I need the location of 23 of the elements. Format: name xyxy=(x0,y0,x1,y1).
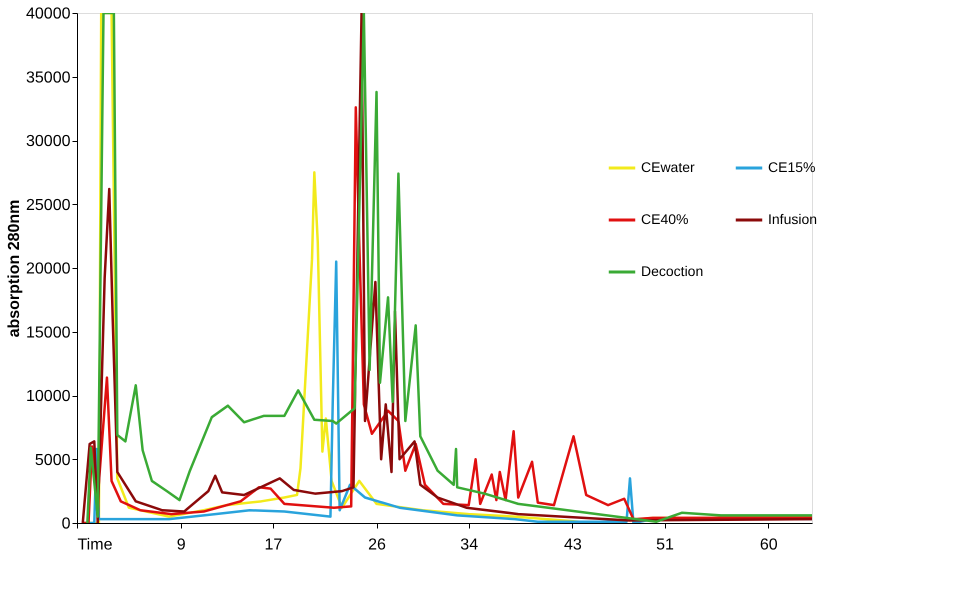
x-tick-label: 34 xyxy=(460,536,478,554)
x-tick-label: 17 xyxy=(264,536,282,554)
y-tick-label: 30000 xyxy=(26,133,71,150)
x-tick-label: 26 xyxy=(368,536,386,554)
legend-label: CEwater xyxy=(641,159,696,175)
x-tick-label: Time xyxy=(78,536,113,554)
y-axis-title: absorption 280nm xyxy=(6,200,24,338)
legend-label: CE40% xyxy=(641,211,688,227)
y-tick-label: 10000 xyxy=(26,388,71,405)
x-tick-label: 9 xyxy=(176,536,186,554)
x-tick-label: 60 xyxy=(760,536,778,554)
y-tick-label: 15000 xyxy=(26,324,71,342)
legend-label: CE15% xyxy=(768,159,816,175)
y-tick-label: 20000 xyxy=(26,260,71,278)
x-tick-label: 51 xyxy=(656,536,674,554)
legend-label: Infusion xyxy=(768,211,818,227)
legend-label: Decoction xyxy=(641,263,704,279)
y-tick-label: 5000 xyxy=(34,452,71,469)
x-tick-label: 43 xyxy=(564,536,582,554)
y-tick-label: 35000 xyxy=(26,69,71,86)
y-tick-label: 0 xyxy=(62,516,71,532)
y-tick-label: 40000 xyxy=(26,6,71,22)
y-tick-label: 25000 xyxy=(26,196,71,214)
